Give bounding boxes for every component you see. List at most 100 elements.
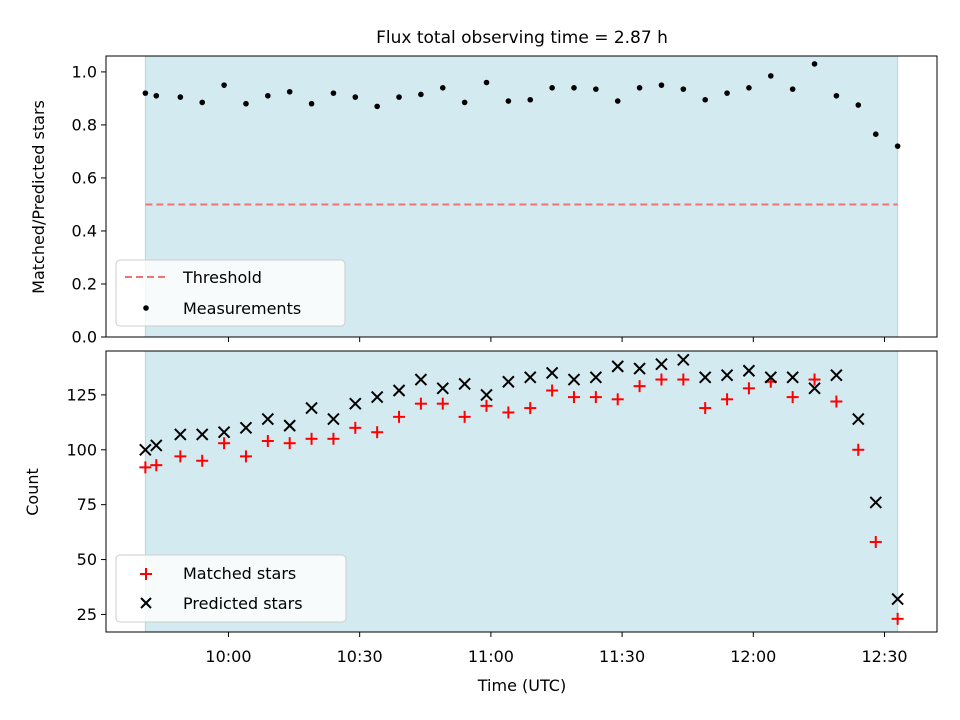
predicted-star-stroke <box>655 357 668 371</box>
matched-star-point <box>436 397 449 410</box>
measurement-point <box>768 73 774 79</box>
matched-star-point <box>524 402 537 415</box>
predicted-star-stroke <box>764 371 778 384</box>
measurement-point <box>374 103 380 110</box>
predicted-star-stroke <box>742 364 756 377</box>
top-y-ticks: 0.0 0.2 0.4 0.6 0.8 1.0 <box>72 62 106 347</box>
legend-matched-swatch <box>140 568 152 580</box>
predicted-star-point <box>370 390 384 404</box>
bottom-x-tick-label: 12:30 <box>861 647 907 666</box>
bottom-x-tick-label: 12:00 <box>730 647 776 666</box>
top-y-tick-label: 0.0 <box>72 328 97 347</box>
measurement-point <box>265 92 271 99</box>
predicted-star-stroke <box>852 412 865 426</box>
matched-star-point <box>808 373 821 386</box>
matched-star-point <box>305 432 318 445</box>
matched-star-point <box>218 437 231 450</box>
predicted-star-point <box>217 426 231 439</box>
predicted-star-point <box>852 412 865 426</box>
predicted-star-point <box>764 371 778 384</box>
measurement-point <box>658 82 665 88</box>
predicted-star-point <box>891 592 904 606</box>
top-panel: 0.0 0.2 0.4 0.6 0.8 1.0 Matched/Predicted sta… <box>29 55 938 347</box>
measurement-point <box>505 98 512 104</box>
predicted-star-point <box>305 401 318 415</box>
measurement-point <box>702 96 708 103</box>
matched-star-point <box>589 391 602 404</box>
predicted-star-stroke <box>436 382 449 395</box>
measurement-point <box>153 92 160 99</box>
measurement-point <box>746 85 752 91</box>
top-y-tick-label: 1.0 <box>72 62 97 81</box>
legend-measurements-swatch <box>143 305 149 311</box>
predicted-star-stroke <box>830 368 843 382</box>
matched-star-point <box>283 437 296 450</box>
matched-star-point <box>502 406 515 419</box>
predicted-star-stroke <box>150 439 163 452</box>
measurement-point <box>483 79 490 86</box>
matched-star-point <box>546 384 559 397</box>
matched-star-point <box>261 435 274 448</box>
bottom-x-tick-label: 10:30 <box>337 647 383 666</box>
bottom-panel: 25 50 75 100 125 10:00 10:30 11:00 11:30 12:00 12… <box>23 350 938 695</box>
predicted-star-stroke <box>869 496 882 509</box>
matched-star-point <box>633 380 646 393</box>
predicted-star-point <box>480 388 493 402</box>
measurement-point <box>396 94 402 100</box>
x-axis-label: Time (UTC) <box>477 676 566 695</box>
bottom-y-tick-label: 125 <box>66 385 97 404</box>
measurement-point <box>418 91 424 98</box>
measurement-point <box>177 94 184 100</box>
matched-star-point <box>869 535 882 548</box>
predicted-star-stroke <box>502 375 515 388</box>
predicted-star-point <box>196 428 209 441</box>
measurement-point <box>527 96 534 103</box>
measurement-point <box>308 100 315 107</box>
top-axes-frame <box>105 55 938 338</box>
predicted-star-point <box>611 360 624 373</box>
legend-matched-label: Matched stars <box>183 564 296 583</box>
matched-star-point <box>349 421 362 434</box>
measurement-point <box>872 131 879 138</box>
matched-star-point <box>239 450 252 463</box>
predicted-star-point <box>655 357 668 371</box>
predicted-star-point <box>139 443 152 456</box>
predicted-star-stroke <box>891 592 904 606</box>
predicted-star-stroke <box>217 426 231 439</box>
predicted-star-point <box>677 353 690 366</box>
measurement-point <box>330 90 337 96</box>
predicted-star-stroke <box>283 419 296 432</box>
predicted-star-stroke <box>139 443 152 456</box>
bottom-x-tick-label: 11:00 <box>468 647 514 666</box>
bottom-x-ticks: 10:00 10:30 11:00 11:30 12:00 12:30 <box>205 632 908 666</box>
predicted-stars-points <box>139 353 904 606</box>
predicted-star-stroke <box>174 428 187 441</box>
matched-star-point <box>393 410 406 423</box>
matched-star-point <box>196 454 209 467</box>
measurement-point <box>439 85 446 91</box>
matched-star-point <box>852 443 865 456</box>
predicted-star-stroke <box>589 371 603 384</box>
matched-star-point <box>721 393 734 406</box>
predicted-star-stroke <box>458 377 471 391</box>
predicted-star-point <box>414 373 428 386</box>
predicted-star-stroke <box>808 382 821 395</box>
matched-star-point <box>677 373 690 386</box>
matched-star-point <box>174 450 187 463</box>
matched-star-point <box>891 612 904 625</box>
predicted-star-stroke <box>196 428 209 441</box>
measurement-points <box>142 61 901 149</box>
matched-star-point <box>830 395 843 408</box>
chart-title: Flux total observing time = 2.87 h <box>376 28 668 48</box>
predicted-star-stroke <box>545 366 559 380</box>
top-x-ticks <box>227 337 886 342</box>
predicted-star-point <box>567 373 581 386</box>
predicted-star-stroke <box>349 397 362 410</box>
predicted-star-point <box>327 412 340 426</box>
predicted-star-point <box>174 428 187 441</box>
predicted-star-point <box>502 375 515 388</box>
predicted-star-point <box>392 384 406 397</box>
predicted-star-stroke <box>677 353 690 366</box>
bottom-y-tick-label: 75 <box>77 495 97 514</box>
bottom-y-tick-label: 25 <box>77 605 97 624</box>
